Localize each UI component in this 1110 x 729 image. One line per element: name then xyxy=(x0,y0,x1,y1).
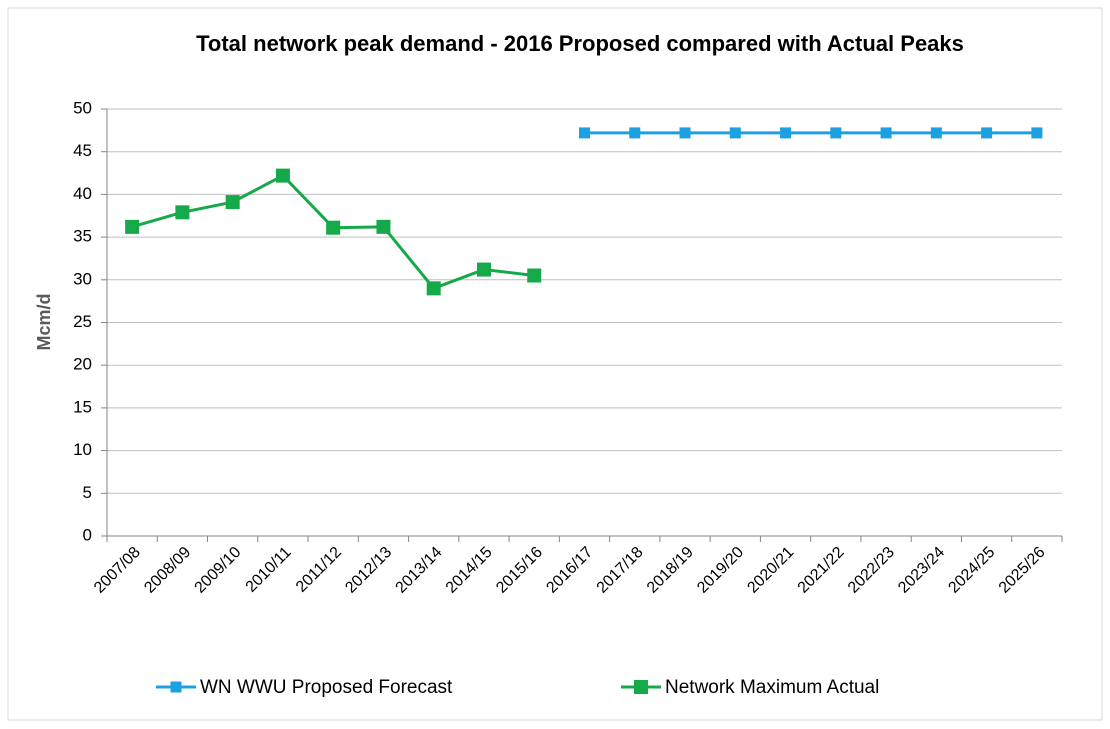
marker xyxy=(326,220,341,235)
legend-marker xyxy=(634,680,648,694)
legend-marker xyxy=(170,681,182,693)
chart-title: Total network peak demand - 2016 Propose… xyxy=(196,31,964,56)
x-tick-label: 2011/12 xyxy=(293,544,345,596)
marker xyxy=(376,219,391,234)
marker xyxy=(679,127,691,139)
x-tick-label: 2014/15 xyxy=(443,544,496,597)
x-tick-label: 2025/26 xyxy=(996,544,1049,597)
x-tick-label: 2017/18 xyxy=(594,544,647,597)
y-tick-label: 40 xyxy=(73,184,92,203)
chart-border xyxy=(7,7,1103,721)
x-tick-label: 2008/09 xyxy=(141,544,194,597)
x-tick-label: 2021/22 xyxy=(795,544,848,597)
marker xyxy=(880,127,892,139)
y-tick-label: 10 xyxy=(73,440,92,459)
legend-label: Network Maximum Actual xyxy=(665,677,879,698)
marker xyxy=(426,281,441,296)
marker xyxy=(476,262,491,277)
x-tick-label: 2020/21 xyxy=(744,544,797,597)
y-tick-label: 30 xyxy=(73,269,92,288)
legend-label: WN WWU Proposed Forecast xyxy=(200,677,453,698)
x-tick-label: 2018/19 xyxy=(644,544,697,597)
marker xyxy=(981,127,993,139)
y-tick-label: 45 xyxy=(73,141,92,160)
marker xyxy=(629,127,641,139)
x-tick-label: 2019/20 xyxy=(694,544,747,597)
marker xyxy=(729,127,741,139)
marker xyxy=(175,205,190,220)
marker xyxy=(125,219,140,234)
y-tick-label: 0 xyxy=(83,525,92,544)
y-tick-label: 5 xyxy=(83,483,92,502)
x-tick-label: 2012/13 xyxy=(342,544,395,597)
y-axis-label: Mcm/d xyxy=(34,293,54,350)
marker xyxy=(225,195,240,210)
marker xyxy=(527,268,542,283)
marker xyxy=(1031,127,1043,139)
y-tick-label: 50 xyxy=(73,98,92,117)
y-tick-label: 15 xyxy=(73,397,92,416)
x-tick-label: 2015/16 xyxy=(493,544,546,597)
x-tick-label: 2010/11 xyxy=(243,544,295,596)
y-tick-label: 35 xyxy=(73,227,92,246)
x-tick-label: 2022/23 xyxy=(845,544,898,597)
marker xyxy=(780,127,792,139)
marker xyxy=(275,168,290,183)
x-tick-label: 2016/17 xyxy=(543,544,596,597)
x-tick-label: 2013/14 xyxy=(393,544,446,597)
x-tick-label: 2007/08 xyxy=(91,544,144,597)
x-tick-label: 2009/10 xyxy=(192,544,245,597)
marker xyxy=(930,127,942,139)
y-tick-label: 25 xyxy=(73,312,92,331)
x-tick-label: 2024/25 xyxy=(945,544,998,597)
x-tick-label: 2023/24 xyxy=(895,544,948,597)
marker xyxy=(579,127,590,139)
marker xyxy=(830,127,842,139)
y-tick-label: 20 xyxy=(73,355,92,374)
